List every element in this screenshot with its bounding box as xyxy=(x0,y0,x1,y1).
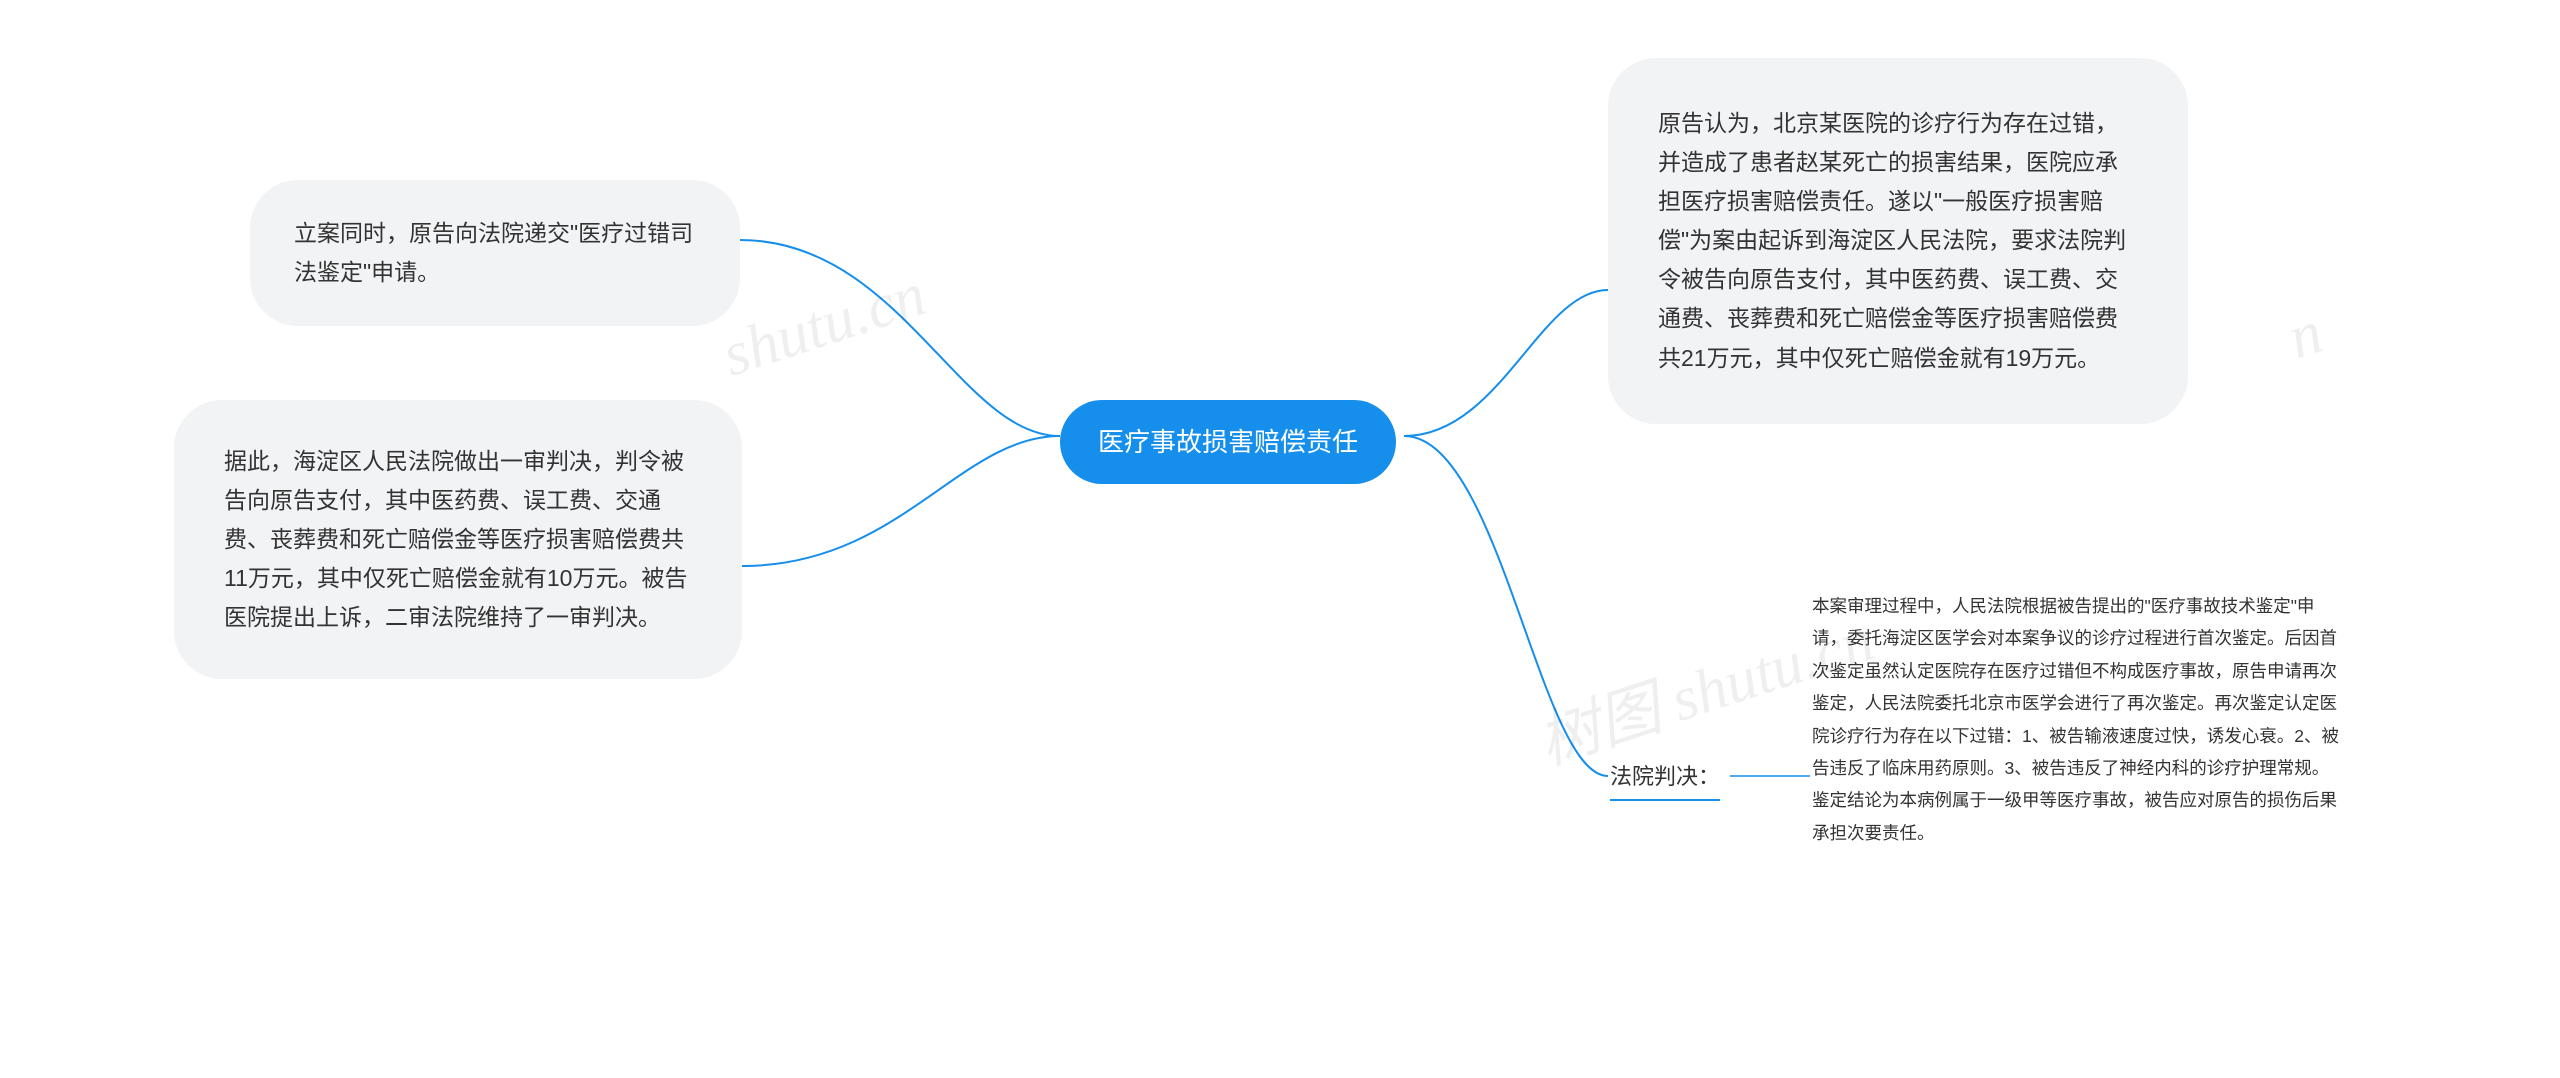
left-node-1[interactable]: 立案同时，原告向法院递交"医疗过错司法鉴定"申请。 xyxy=(250,180,740,326)
left-node-2[interactable]: 据此，海淀区人民法院做出一审判决，判令被告向原告支付，其中医药费、误工费、交通费… xyxy=(174,400,742,679)
right-node-2-detail: 本案审理过程中，人民法院根据被告提出的"医疗事故技术鉴定"申请，委托海淀区医学会… xyxy=(1812,590,2342,849)
watermark-1: shutu.cn xyxy=(714,260,934,392)
connector xyxy=(742,436,1060,566)
connector xyxy=(740,240,1060,436)
right-node-2-label[interactable]: 法院判决： xyxy=(1610,758,1720,799)
right-node-1[interactable]: 原告认为，北京某医院的诊疗行为存在过错，并造成了患者赵某死亡的损害结果，医院应承… xyxy=(1608,58,2188,424)
connector xyxy=(1404,290,1608,436)
connector xyxy=(1404,436,1608,776)
center-node[interactable]: 医疗事故损害赔偿责任 xyxy=(1060,400,1396,484)
watermark-3: n xyxy=(2280,297,2331,374)
